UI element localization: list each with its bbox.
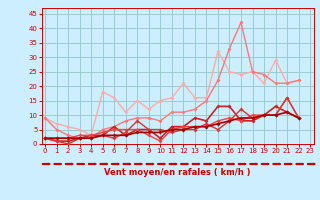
X-axis label: Vent moyen/en rafales ( km/h ): Vent moyen/en rafales ( km/h ) [104,168,251,177]
